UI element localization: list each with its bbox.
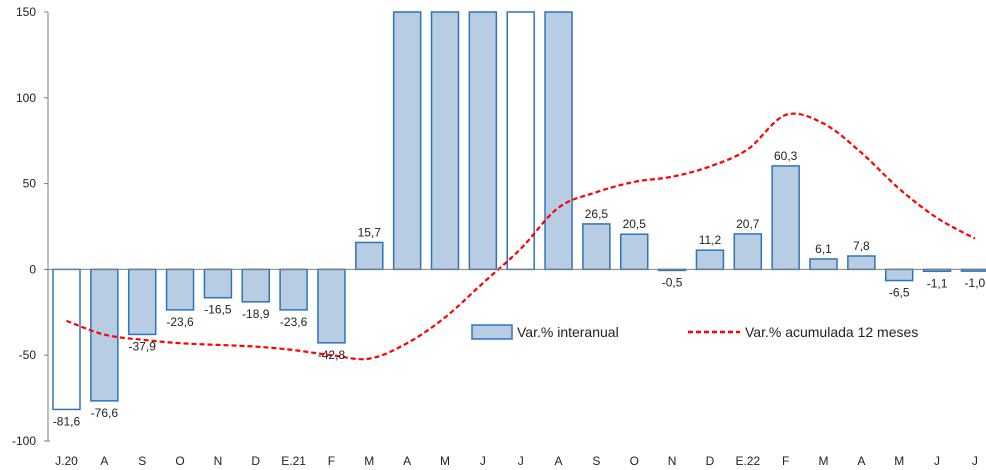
x-tick-label: F bbox=[328, 454, 335, 468]
x-tick-label: S bbox=[138, 454, 146, 468]
x-axis: J.20 A S O N D E.21 F M A M J J A S O N D E.22 F M A M J J bbox=[48, 268, 986, 468]
bar bbox=[620, 233, 649, 271]
x-tick-label: M bbox=[819, 454, 829, 468]
x-tick-label: A bbox=[100, 454, 108, 468]
bar bbox=[317, 268, 346, 344]
x-tick-label: N bbox=[214, 454, 223, 468]
bar bbox=[582, 223, 611, 271]
bar bbox=[695, 249, 725, 271]
data-labels: -81,6 -76,6 -37,9 -23,6 -16,5 -18,9 -23,6 -42,8… bbox=[53, 149, 986, 429]
y-axis: 150 100 50 0 -50 -100 bbox=[12, 5, 49, 448]
bar-data-label: -23,6 bbox=[166, 315, 194, 329]
bar-data-label: 7,8 bbox=[853, 239, 870, 253]
bar bbox=[809, 258, 838, 271]
bar bbox=[355, 241, 384, 271]
bar-data-label: -6,5 bbox=[889, 286, 910, 300]
x-tick-label: E.21 bbox=[281, 454, 306, 468]
x-tick-label: J bbox=[480, 454, 486, 468]
y-tick-label: -50 bbox=[19, 348, 37, 362]
x-tick-label: O bbox=[630, 454, 639, 468]
x-tick-label: J.20 bbox=[55, 454, 78, 468]
bar bbox=[506, 11, 535, 271]
x-tick-label: M bbox=[364, 454, 374, 468]
bar bbox=[52, 268, 81, 411]
x-tick-label: D bbox=[251, 454, 260, 468]
bar-data-label: 20,5 bbox=[623, 217, 647, 231]
x-tick-label: J bbox=[518, 454, 524, 468]
x-tick-label: N bbox=[668, 454, 677, 468]
legend-label-line: Var.% acumulada 12 meses bbox=[745, 324, 918, 340]
bar-data-label: -1,1 bbox=[927, 276, 948, 290]
bar-data-label: -23,6 bbox=[280, 315, 308, 329]
bar bbox=[127, 268, 157, 336]
x-tick-label: J bbox=[972, 454, 978, 468]
bar bbox=[544, 11, 573, 271]
bar-data-label: -76,6 bbox=[91, 406, 119, 420]
legend-swatch-bar bbox=[471, 324, 513, 340]
y-tick-label: 50 bbox=[23, 177, 37, 191]
bar bbox=[733, 233, 763, 271]
x-tick-label: M bbox=[440, 454, 450, 468]
y-tick-label: 0 bbox=[29, 262, 36, 276]
bar-data-label: 60,3 bbox=[774, 149, 798, 163]
line-path bbox=[66, 112, 976, 361]
bar-data-label: -1,0 bbox=[965, 276, 986, 290]
bar-data-label: 11,2 bbox=[699, 233, 722, 247]
bar-data-label: -18,9 bbox=[242, 307, 270, 321]
bar bbox=[884, 268, 914, 282]
x-tick-label: S bbox=[592, 454, 600, 468]
bar bbox=[771, 165, 800, 271]
x-tick-label: D bbox=[706, 454, 715, 468]
y-tick-label: 150 bbox=[16, 5, 36, 19]
bar-data-label: -16,5 bbox=[204, 303, 232, 317]
bar bbox=[279, 268, 308, 311]
x-tick-label: A bbox=[555, 454, 563, 468]
bar bbox=[430, 11, 460, 271]
bar-data-label: -0,5 bbox=[662, 275, 683, 289]
line-series bbox=[66, 112, 976, 361]
bar-series bbox=[52, 11, 986, 411]
bar-data-label: 15,7 bbox=[358, 225, 382, 239]
bar-data-label: 26,5 bbox=[585, 207, 609, 221]
bar-data-label: -42,8 bbox=[318, 348, 346, 362]
x-tick-label: F bbox=[782, 454, 789, 468]
bar bbox=[241, 268, 270, 303]
x-tick-label: O bbox=[175, 454, 184, 468]
y-tick-label: 100 bbox=[16, 91, 36, 105]
legend: Var.% interanual Var.% acumulada 12 mese… bbox=[471, 324, 918, 340]
legend-label-bar: Var.% interanual bbox=[517, 324, 619, 340]
bar bbox=[203, 268, 233, 299]
bar-data-label: -81,6 bbox=[53, 414, 81, 428]
x-tick-label: M bbox=[894, 454, 904, 468]
x-tick-label: E.22 bbox=[735, 454, 760, 468]
bar-data-label: -37,9 bbox=[129, 339, 157, 353]
x-tick-label: A bbox=[403, 454, 411, 468]
x-tick-label: A bbox=[857, 454, 865, 468]
y-tick-label: -100 bbox=[12, 434, 36, 448]
bar-data-label: 6,1 bbox=[815, 242, 832, 256]
bar bbox=[392, 11, 422, 271]
bar bbox=[165, 268, 195, 311]
bar bbox=[847, 255, 876, 271]
bar bbox=[468, 11, 498, 271]
x-tick-label: J bbox=[934, 454, 940, 468]
bar-data-label: 20,7 bbox=[736, 217, 760, 231]
